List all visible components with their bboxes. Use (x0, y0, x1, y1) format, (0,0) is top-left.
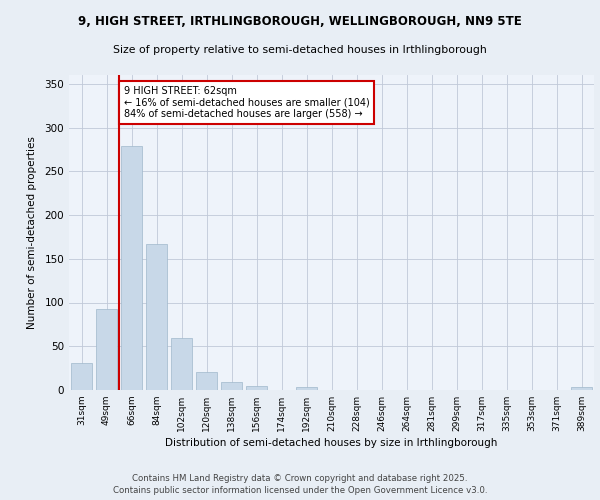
Text: 9 HIGH STREET: 62sqm
← 16% of semi-detached houses are smaller (104)
84% of semi: 9 HIGH STREET: 62sqm ← 16% of semi-detac… (124, 86, 369, 118)
Bar (121, 146, 142, 390)
Bar (221, 382, 242, 390)
Bar (246, 386, 267, 390)
Bar (171, 338, 192, 390)
Bar (71, 363, 92, 390)
Bar (196, 372, 217, 390)
Bar (296, 386, 317, 390)
Y-axis label: Number of semi-detached properties: Number of semi-detached properties (28, 136, 37, 329)
Bar (96, 308, 117, 390)
Text: 9, HIGH STREET, IRTHLINGBOROUGH, WELLINGBOROUGH, NN9 5TE: 9, HIGH STREET, IRTHLINGBOROUGH, WELLING… (78, 15, 522, 28)
Text: Contains HM Land Registry data © Crown copyright and database right 2025.
Contai: Contains HM Land Registry data © Crown c… (113, 474, 487, 495)
Bar (571, 388, 592, 390)
X-axis label: Distribution of semi-detached houses by size in Irthlingborough: Distribution of semi-detached houses by … (166, 438, 497, 448)
Bar (146, 244, 167, 390)
Text: Size of property relative to semi-detached houses in Irthlingborough: Size of property relative to semi-detach… (113, 45, 487, 55)
